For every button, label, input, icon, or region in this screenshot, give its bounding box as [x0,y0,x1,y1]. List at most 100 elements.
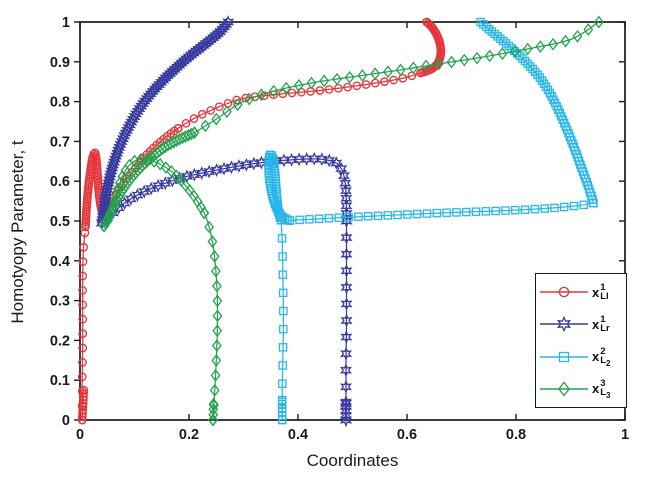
square-marker [479,20,488,29]
circle-marker [352,81,362,91]
hexagram-marker [340,379,352,394]
hexagram-marker [173,58,186,73]
y-tick-label: 0.7 [50,134,70,150]
square-marker [589,198,598,208]
diamond-marker [117,170,128,183]
legend-label: x 1 Ll [592,283,609,302]
square-marker [373,211,383,221]
square-marker [354,212,363,221]
square-marker [279,324,288,334]
circle-marker [189,114,199,123]
diamond-marker [357,69,368,82]
circle-marker [558,286,570,298]
hexagram-marker [339,408,352,423]
legend-marker-sample [540,286,588,298]
square-marker [295,215,304,225]
axis-ticks: 0 0.2 0.4 0.6 0.8 1 0 0.1 0.2 0.3 0.4 0.5 0.6 0.7 0.8 0… [50,15,629,443]
hexagram-marker [103,173,116,187]
y-tick-label: 0.4 [50,254,70,270]
legend-item-xlr1: x 1 Lr [536,309,626,340]
hexagram-marker [340,191,353,206]
square-marker [393,210,402,220]
square-marker [276,215,286,225]
square-marker [579,200,588,210]
legend-label-base: x [592,284,600,300]
diamond-marker [383,65,393,79]
series-line [480,21,595,204]
legend-marker-sample [540,316,588,333]
square-marker [520,56,530,66]
hexagram-marker [180,52,193,66]
x-tick-label: 0.6 [397,427,417,443]
hexagram-marker [197,38,210,53]
diamond-marker [558,381,570,397]
hexagram-marker [340,280,353,295]
legend-label-subscript: Lr [600,323,610,335]
hexagram-marker [315,152,328,167]
square-marker [559,202,569,212]
hexagram-marker [182,50,195,64]
diamond-marker [459,53,470,67]
legend-label-superscript: 1 [600,314,606,326]
hexagram-marker [339,413,352,427]
diamond-marker [421,59,432,73]
legend: x 1 Ll x 1 Lr x 2 L 2 x 3 L 3 [535,273,627,408]
square-marker [279,306,288,316]
circle-marker [173,123,183,133]
square-marker [523,59,532,68]
hexagram-marker [202,34,215,49]
circle-marker [423,18,433,28]
circle-marker [79,242,88,252]
legend-label: x 1 Lr [592,314,610,335]
square-marker [275,213,285,222]
legend-label-subsubscript: 2 [606,358,611,368]
hexagram-marker [105,164,118,178]
diamond-marker [433,57,444,71]
diamond-marker [211,339,222,352]
circle-marker [80,228,90,238]
circle-marker [197,109,207,119]
square-marker [403,210,412,219]
square-marker [498,36,508,46]
square-marker [314,214,324,224]
hexagram-marker [339,404,352,418]
hexagram-marker [340,198,353,213]
diamond-marker [210,264,221,278]
circle-marker [78,314,88,324]
hexagram-marker [339,395,352,410]
diamond-marker [189,126,200,140]
square-marker [476,17,485,27]
circle-marker [79,392,88,402]
legend-marker-sample [540,351,588,362]
square-marker [501,39,511,48]
hexagram-marker [99,194,112,209]
square-marker [530,67,540,77]
legend-item-xll1: x 1 Ll [536,277,626,308]
series-xlr1 [95,15,353,427]
diamond-marker [209,383,220,397]
circle-marker [343,82,352,92]
legend-label-superscript: 2 [600,345,606,357]
y-tick-label: 0.5 [50,214,70,230]
square-marker [518,54,527,63]
series-line [212,404,215,421]
square-marker [305,215,314,224]
square-marker [278,361,287,370]
diamond-marker [208,408,219,422]
circle-marker [361,80,371,89]
circle-marker [77,372,87,382]
hexagram-marker [100,188,112,203]
circle-marker [324,85,334,94]
diamond-marker [583,23,594,36]
diamond-marker [111,189,121,202]
square-marker [363,212,373,221]
diamond-marker [281,81,292,95]
series-xl22 [264,17,598,425]
circle-marker [422,17,431,27]
square-marker [540,204,549,213]
legend-label-superscript: 3 [600,377,606,389]
diamond-marker [209,249,220,263]
